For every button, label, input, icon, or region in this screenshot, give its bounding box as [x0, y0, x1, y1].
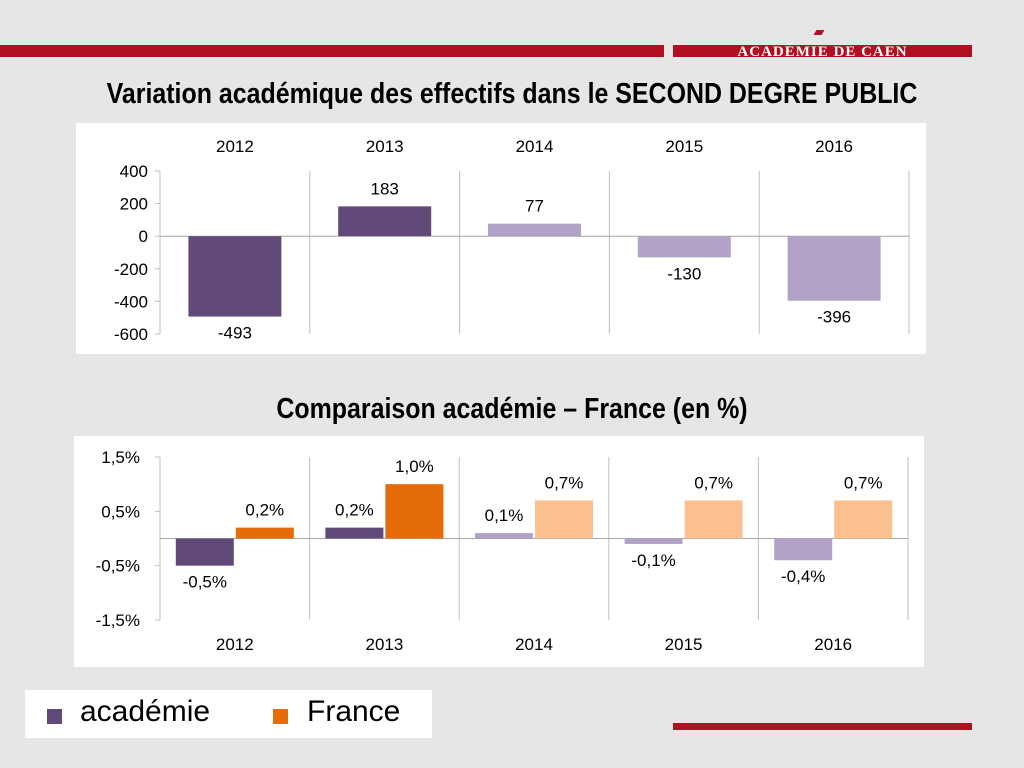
chart2-bar-academie — [175, 538, 234, 566]
chart1-bar — [338, 206, 432, 237]
chart2-x-label: 2012 — [216, 635, 254, 654]
chart2-data-label: -0,5% — [183, 573, 227, 592]
chart1-svg: 400 200 0 -200 -400 -600 2012 -493 2013 183 2014 77… — [114, 137, 910, 344]
chart2-data-label: 0,2% — [245, 501, 284, 520]
legend: académie France — [25, 690, 432, 738]
chart2-title: Comparaison académie – France (en %) — [276, 393, 748, 425]
chart2-panel: 1,5% 0,5% -0,5% -1,5% 2012 -0,5% 0,2% 2013 0,2% 1… — [74, 436, 924, 667]
legend-swatch-academie — [47, 709, 62, 724]
chart2-x-label: 2015 — [665, 635, 703, 654]
chart2-y-tick-label: 0,5% — [101, 502, 140, 521]
chart1-x-label: 2013 — [366, 137, 404, 156]
chart2-data-label: 0,7% — [694, 473, 733, 492]
chart1-y-tick-label: 200 — [120, 195, 148, 214]
chart2-data-label: 0,7% — [844, 473, 883, 492]
chart2-bar-academie — [325, 527, 384, 539]
chart1-y-tick-label: -600 — [114, 325, 148, 344]
academie-logo: ACADÉMIE DE CAEN — [737, 44, 908, 60]
legend-swatch-france — [273, 709, 288, 724]
chart2-bar-france — [235, 527, 294, 539]
chart1-bar — [188, 236, 282, 317]
chart1-y-tick-label: -200 — [114, 260, 148, 279]
chart2-x-label: 2013 — [365, 635, 403, 654]
chart1-panel: 400 200 0 -200 -400 -600 2012 -493 2013 183 2014 77… — [76, 123, 926, 354]
chart1-x-label: 2014 — [516, 137, 554, 156]
chart1-x-label: 2015 — [665, 137, 703, 156]
chart2-x-label: 2016 — [814, 635, 852, 654]
chart1-title: Variation académique des effectifs dans … — [106, 78, 918, 110]
chart2-x-label: 2014 — [515, 635, 553, 654]
chart1-data-label: -396 — [817, 308, 851, 327]
chart1-data-label: -130 — [667, 264, 701, 283]
chart2-data-label: -0,1% — [631, 551, 675, 570]
chart1-data-label: 183 — [371, 179, 399, 198]
chart2-bar-france — [834, 500, 893, 539]
chart1-y-tick-label: 0 — [139, 227, 148, 246]
header-stripe-right — [673, 45, 972, 57]
logo-accent-mark — [813, 30, 825, 35]
footer-stripe — [673, 723, 972, 730]
chart1-bar — [637, 236, 731, 258]
legend-label-academie: académie — [80, 695, 211, 728]
chart1-bar — [787, 236, 881, 301]
chart2-data-label: 0,1% — [485, 506, 524, 525]
chart2-bar-academie — [774, 538, 833, 561]
chart2-y-tick-label: -1,5% — [96, 611, 140, 630]
chart1-data-label: -493 — [218, 324, 252, 343]
header-stripe-left — [0, 45, 664, 57]
legend-label-france: France — [307, 695, 401, 728]
chart2-y-tick-label: -0,5% — [96, 557, 140, 576]
chart1-data-label: 77 — [525, 197, 544, 216]
chart1-y-tick-label: 400 — [120, 162, 148, 181]
chart1-bar — [488, 223, 581, 237]
chart2-bar-academie — [475, 533, 533, 539]
chart1-x-label: 2012 — [216, 137, 254, 156]
chart2-bar-france — [684, 500, 743, 539]
chart2-bar-academie — [624, 538, 683, 544]
chart2-data-label: 0,2% — [335, 501, 374, 520]
chart2-bar-france — [535, 500, 593, 539]
chart2-bar-france — [385, 484, 444, 539]
chart2-data-label: -0,4% — [781, 567, 825, 586]
chart2-y-tick-label: 1,5% — [101, 448, 140, 467]
chart1-y-tick-label: -400 — [114, 292, 148, 311]
chart2-data-label: 1,0% — [395, 457, 434, 476]
chart1-x-label: 2016 — [815, 137, 853, 156]
chart2-svg: 1,5% 0,5% -0,5% -1,5% 2012 -0,5% 0,2% 2013 0,2% 1… — [96, 448, 909, 654]
chart2-data-label: 0,7% — [545, 473, 584, 492]
